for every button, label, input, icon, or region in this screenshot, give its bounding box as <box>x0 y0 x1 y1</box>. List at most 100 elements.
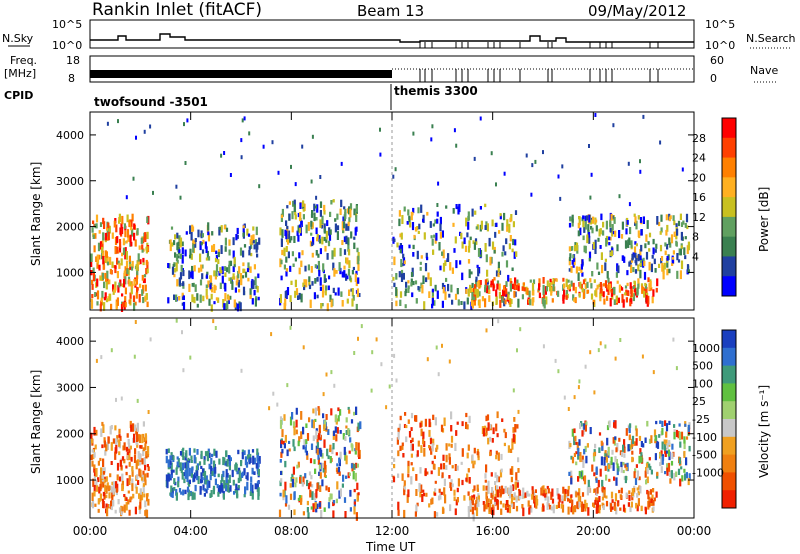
echo-cell <box>485 432 488 437</box>
echo-cell <box>602 283 605 287</box>
echo-cell <box>191 226 195 232</box>
echo-cell <box>624 464 627 469</box>
echo-cell <box>648 457 651 461</box>
echo-cell <box>473 494 476 500</box>
echo-cell <box>187 480 190 486</box>
echo-cell <box>454 508 457 516</box>
echo-cell <box>523 493 526 499</box>
echo-cell <box>256 448 259 455</box>
echo-cell <box>396 437 399 445</box>
echo-cell <box>120 396 123 401</box>
echo-cell <box>487 480 490 490</box>
echo-cell <box>243 450 246 456</box>
echo-cell <box>433 234 436 238</box>
echo-cell <box>305 279 308 288</box>
echo-cell <box>496 411 499 419</box>
echo-cell <box>599 228 602 235</box>
echo-cell <box>604 465 607 471</box>
echo-cell <box>615 295 618 302</box>
echo-cell <box>230 277 233 284</box>
echo-cell <box>167 459 170 468</box>
nsky-tick-bottom: 10^0 <box>52 39 82 52</box>
echo-cell <box>203 493 206 497</box>
echo-cell <box>422 431 425 439</box>
echo-cell <box>286 449 289 457</box>
echo-cell <box>610 250 614 257</box>
echo-cell <box>144 479 147 486</box>
echo-cell <box>598 506 601 514</box>
echo-cell <box>111 232 114 239</box>
echo-cell <box>614 456 617 462</box>
echo-cell <box>345 223 348 231</box>
echo-cell <box>210 458 213 465</box>
echo-cell <box>590 172 593 177</box>
echo-cell <box>617 265 620 274</box>
echo-cell <box>354 472 357 482</box>
echo-cell <box>140 491 144 501</box>
echo-cell <box>555 504 558 509</box>
echo-cell <box>428 418 431 428</box>
echo-cell <box>455 204 458 210</box>
x-tick-label: 00:00 <box>73 524 108 538</box>
colorbar-tick-label: 100 <box>692 377 713 390</box>
echo-cell <box>327 502 331 509</box>
echo-cell <box>467 468 470 473</box>
echo-cell <box>221 275 224 284</box>
echo-cell <box>297 461 300 468</box>
echo-cell <box>106 441 109 450</box>
echo-cell <box>656 471 659 477</box>
echo-cell <box>110 486 113 493</box>
echo-cell <box>517 457 520 463</box>
echo-cell <box>620 461 623 468</box>
echo-cell <box>252 226 255 231</box>
echo-cell <box>178 249 181 253</box>
echo-cell <box>344 436 347 441</box>
echo-cell <box>400 259 403 268</box>
echo-cell <box>111 261 114 268</box>
echo-cell <box>193 296 196 304</box>
echo-cell <box>182 270 185 277</box>
echo-cell <box>262 144 265 149</box>
echo-cell <box>399 233 402 238</box>
echo-cell <box>194 484 197 492</box>
echo-cell <box>513 417 516 422</box>
echo-cell <box>431 297 434 306</box>
echo-cell <box>215 250 218 255</box>
echo-cell <box>197 267 201 273</box>
echo-cell <box>190 271 193 278</box>
echo-cell <box>142 257 145 263</box>
colorbar-tick-label: -1000 <box>692 466 724 479</box>
echo-cell <box>634 221 637 226</box>
echo-cell <box>579 227 582 236</box>
echo-cell <box>115 444 118 454</box>
echo-cell <box>118 239 122 243</box>
echo-cell <box>590 293 594 300</box>
echo-cell <box>590 225 593 230</box>
echo-cell <box>166 480 169 489</box>
echo-cell <box>322 413 325 419</box>
echo-cell <box>91 492 94 501</box>
echo-cell <box>459 231 462 236</box>
echo-cell <box>633 246 637 255</box>
echo-cell <box>453 248 456 253</box>
echo-cell <box>308 471 312 476</box>
echo-cell <box>631 456 634 463</box>
echo-cell <box>471 506 474 515</box>
echo-cell <box>670 234 674 244</box>
echo-cell <box>501 296 504 303</box>
echo-cell <box>610 503 613 512</box>
echo-cell <box>418 223 421 230</box>
echo-cell <box>326 448 329 457</box>
echo-cell <box>582 220 585 228</box>
echo-cell <box>501 222 504 231</box>
echo-cell <box>127 235 130 242</box>
echo-cell <box>327 455 330 460</box>
echo-cell <box>145 259 148 266</box>
echo-cell <box>500 508 503 515</box>
echo-cell <box>140 445 143 449</box>
echo-cell <box>279 492 282 497</box>
echo-cell <box>91 500 95 509</box>
echo-cell <box>629 295 633 300</box>
echo-cell <box>124 287 127 295</box>
echo-cell <box>218 227 221 236</box>
